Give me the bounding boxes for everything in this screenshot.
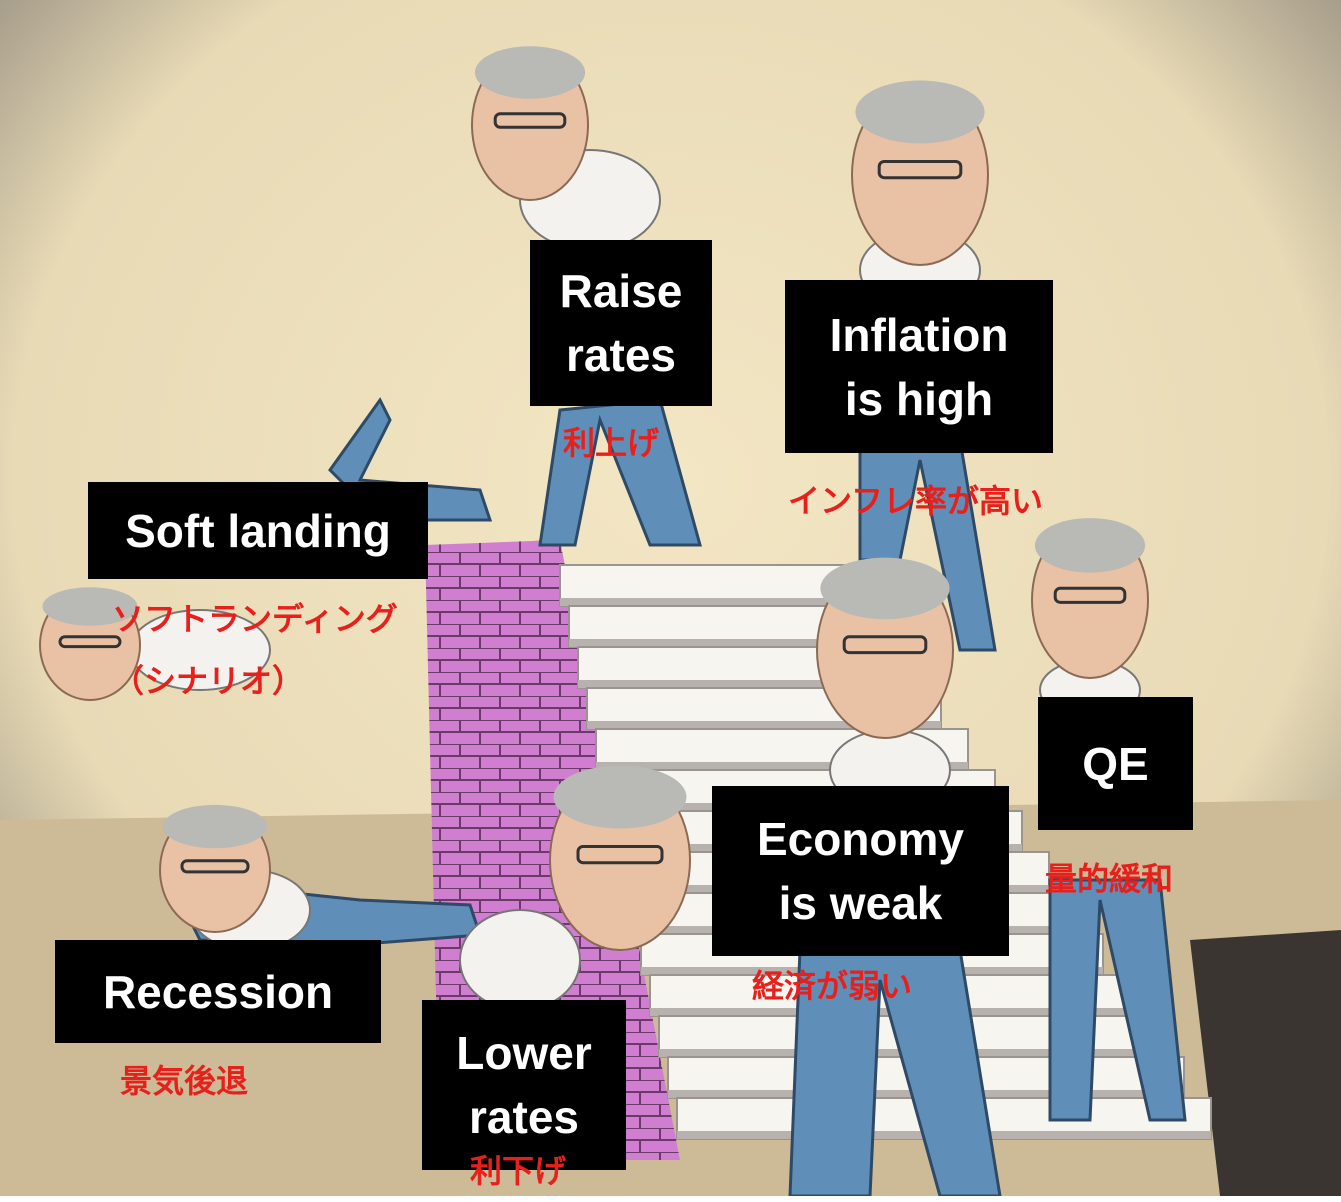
caption-box: QE	[1038, 697, 1193, 830]
shadow	[1190, 930, 1341, 1196]
step-shadow	[578, 680, 914, 688]
figures	[39, 46, 1187, 1196]
japanese-line: ソフトランディング	[112, 600, 398, 638]
japanese-note: 利下げ	[470, 1140, 566, 1202]
caption-line: Recession	[102, 965, 334, 1018]
glasses	[58, 635, 122, 649]
caption-line: is high	[844, 372, 994, 425]
caption-line: rates	[469, 1091, 579, 1143]
caption-line: Soft landing	[125, 504, 391, 557]
hair	[42, 587, 138, 626]
hair	[1034, 518, 1146, 573]
japanese-note: ソフトランディング （シナリオ）	[112, 588, 398, 712]
hair	[162, 804, 268, 849]
glasses	[842, 635, 928, 655]
hair	[820, 557, 950, 620]
caption-line: QE	[1082, 737, 1149, 790]
shirt	[459, 909, 581, 1011]
glasses	[180, 859, 250, 874]
glasses	[493, 112, 567, 129]
glasses	[576, 845, 664, 865]
japanese-note: 経済が弱い	[752, 955, 912, 1017]
legs	[1048, 878, 1187, 1122]
caption-line: is weak	[778, 877, 943, 929]
japanese-note: インフレ率が高い	[788, 470, 1043, 532]
glasses	[877, 160, 963, 180]
japanese-note: 量的緩和	[1045, 848, 1173, 910]
caption-box: Inflation is high	[785, 280, 1053, 453]
step-shadow	[596, 762, 968, 770]
caption-box: Recession	[55, 940, 381, 1043]
caption-line: Lower	[456, 1027, 592, 1079]
legs	[538, 398, 702, 547]
japanese-line: インフレ率が高い	[788, 482, 1044, 520]
step-shadow	[569, 639, 887, 647]
step-shadow	[560, 598, 860, 606]
japanese-note: 利上げ	[563, 412, 659, 474]
japanese-line: 景気後退	[120, 1062, 249, 1100]
caption-line: Inflation	[829, 308, 1009, 361]
japanese-line: （シナリオ）	[112, 662, 305, 700]
step-shadow	[587, 721, 941, 729]
hair	[474, 46, 586, 99]
caption-box: Lower rates	[422, 1000, 626, 1170]
japanese-line: 利下げ	[470, 1152, 567, 1190]
hair	[553, 765, 687, 829]
japanese-line: 経済が弱い	[752, 967, 913, 1005]
caption-line: Economy	[756, 813, 965, 865]
caption-box: Soft landing	[88, 482, 428, 579]
japanese-note: 景気後退	[120, 1050, 248, 1112]
caption-line: rates	[566, 329, 676, 381]
legs	[788, 948, 1002, 1196]
japanese-line: 量的緩和	[1045, 860, 1174, 898]
hair	[855, 80, 985, 144]
caption-line: Raise	[559, 265, 683, 317]
japanese-line: 利上げ	[563, 424, 660, 462]
caption-box: Economy is weak	[712, 786, 1009, 956]
glasses	[1053, 586, 1127, 604]
caption-box: Raise rates	[530, 240, 712, 406]
